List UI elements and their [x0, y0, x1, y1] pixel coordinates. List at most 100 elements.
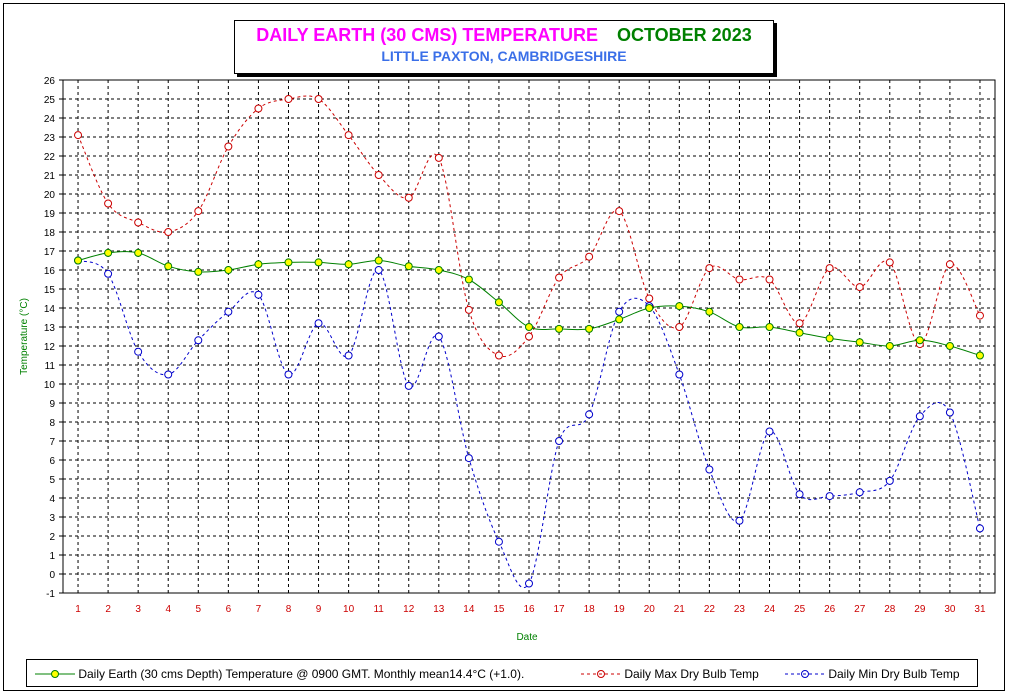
data-point-earth	[134, 248, 143, 257]
data-point-max	[404, 193, 413, 202]
x-tick-label: 24	[764, 604, 776, 615]
x-tick-label: 13	[433, 604, 445, 615]
x-tick-label: 5	[196, 604, 202, 615]
data-point-earth	[194, 267, 203, 276]
y-tick-label: 26	[44, 76, 56, 87]
data-point-min	[885, 476, 894, 485]
x-tick-label: 6	[226, 604, 232, 615]
legend-swatch-earth	[35, 669, 75, 678]
y-tick-label: 19	[44, 209, 56, 220]
data-point-min	[194, 336, 203, 345]
x-tick-label: 20	[644, 604, 656, 615]
data-point-min	[134, 347, 143, 356]
data-point-max	[464, 305, 473, 314]
y-tick-label: 11	[45, 361, 56, 372]
data-point-min	[735, 516, 744, 525]
data-point-max	[494, 351, 503, 360]
data-point-max	[164, 228, 173, 236]
data-point-max	[284, 95, 293, 103]
x-tick-label: 31	[974, 604, 986, 615]
x-tick-label: 23	[734, 604, 746, 615]
y-tick-label: 22	[44, 152, 56, 163]
data-point-min	[104, 269, 113, 278]
legend: Daily Earth (30 cms Depth) Temperature @…	[26, 659, 978, 687]
y-tick-label: 16	[44, 266, 56, 277]
data-point-min	[555, 437, 564, 445]
data-point-earth	[164, 262, 173, 271]
x-tick-label: 30	[944, 604, 956, 615]
data-point-min	[525, 579, 533, 588]
data-point-earth	[464, 275, 473, 284]
data-point-max	[765, 275, 774, 284]
data-point-min	[434, 332, 443, 341]
data-point-max	[945, 260, 954, 269]
data-point-earth	[645, 304, 654, 312]
data-point-max	[525, 332, 533, 341]
x-tick-label: 1	[75, 604, 81, 615]
data-point-min	[975, 524, 984, 533]
x-tick-label: 3	[135, 604, 141, 615]
data-point-max	[825, 264, 834, 273]
data-point-min	[164, 370, 173, 379]
x-tick-label: 29	[914, 604, 926, 615]
data-point-earth	[975, 351, 984, 360]
legend-label-earth: Daily Earth (30 cms Depth) Temperature @…	[78, 666, 525, 681]
data-point-earth	[314, 258, 323, 267]
y-tick-label: 4	[49, 494, 55, 505]
data-point-min	[615, 307, 624, 316]
data-point-earth	[434, 266, 443, 274]
data-point-max	[885, 258, 894, 267]
data-point-earth	[735, 323, 744, 331]
data-point-earth	[825, 334, 834, 343]
y-tick-label: 5	[49, 475, 55, 486]
legend-label-max: Daily Max Dry Bulb Temp	[624, 666, 759, 681]
legend-item-min: Daily Min Dry Bulb Temp	[785, 666, 960, 681]
data-point-max	[735, 275, 744, 284]
data-point-min	[765, 427, 774, 436]
data-point-earth	[284, 258, 293, 267]
data-point-max	[344, 131, 353, 140]
x-tick-label: 4	[165, 604, 171, 615]
data-point-earth	[555, 324, 564, 333]
data-point-max	[795, 319, 804, 328]
x-tick-label: 27	[854, 604, 866, 615]
x-tick-label: 11	[373, 604, 384, 615]
data-point-max	[615, 207, 624, 216]
y-tick-label: 15	[44, 285, 56, 296]
data-point-min	[494, 537, 503, 546]
data-point-earth	[765, 323, 774, 331]
data-point-earth	[705, 307, 714, 316]
y-tick-label: 9	[49, 399, 55, 410]
data-point-min	[705, 465, 714, 474]
data-point-earth	[855, 338, 864, 347]
data-point-max	[104, 199, 113, 208]
data-point-earth	[494, 298, 503, 307]
legend-label-min: Daily Min Dry Bulb Temp	[828, 666, 960, 681]
chart-subtitle: LITTLE PAXTON, CAMBRIDGESHIRE	[381, 48, 627, 64]
chart-title: DAILY EARTH (30 CMS) TEMPERATURE	[256, 25, 598, 45]
x-tick-label: 18	[584, 604, 596, 615]
data-point-min	[795, 490, 804, 499]
data-point-min	[464, 454, 473, 463]
data-point-min	[254, 290, 263, 299]
data-point-min	[314, 319, 323, 328]
data-point-min	[945, 408, 954, 417]
data-point-earth	[615, 315, 624, 324]
data-point-earth	[915, 336, 924, 345]
y-tick-label: 24	[44, 114, 56, 125]
data-point-earth	[74, 256, 83, 265]
data-point-max	[705, 264, 714, 273]
data-point-max	[585, 252, 594, 261]
legend-swatch-max	[581, 669, 621, 678]
data-point-earth	[404, 262, 413, 271]
y-tick-label: 25	[44, 95, 56, 106]
y-tick-label: 20	[44, 190, 56, 201]
data-point-earth	[885, 342, 894, 350]
y-tick-label: 7	[49, 437, 55, 448]
x-tick-label: 17	[554, 604, 566, 615]
data-point-min	[855, 488, 864, 497]
x-tick-label: 7	[256, 604, 262, 615]
data-point-earth	[344, 260, 353, 269]
x-tick-label: 22	[704, 604, 716, 615]
